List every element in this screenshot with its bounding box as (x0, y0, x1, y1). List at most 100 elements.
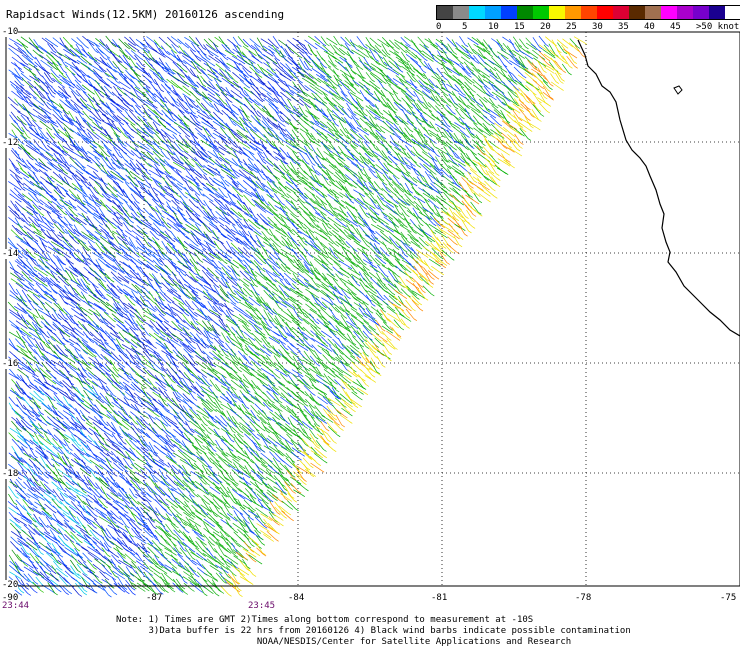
wind-barb-flag (260, 82, 265, 86)
wind-barb (429, 186, 439, 193)
wind-barb (328, 102, 336, 110)
wind-barb (286, 134, 294, 142)
wind-barb (101, 126, 108, 135)
wind-barb-flag (330, 193, 334, 196)
wind-barb-flag (17, 76, 21, 79)
wind-barb (112, 115, 122, 124)
wind-barb (322, 44, 332, 53)
wind-barb-flag (36, 80, 41, 83)
wind-barb (485, 92, 494, 99)
wind-barb-flag (210, 199, 214, 202)
wind-barb-flag (83, 90, 87, 94)
wind-barb (76, 84, 84, 92)
wind-barb (327, 78, 334, 87)
wind-barb-flag (131, 76, 135, 80)
wind-barb-flag (93, 131, 97, 135)
wind-barb (238, 74, 249, 83)
wind-barb-flag (85, 46, 89, 49)
wind-barb-flag (497, 178, 501, 181)
wind-barb (436, 116, 444, 126)
wind-barb-flag (398, 64, 402, 68)
wind-barb (395, 75, 404, 82)
wind-barb (134, 54, 143, 66)
wind-barb (423, 60, 431, 70)
wind-barb-flag (533, 67, 537, 71)
wind-barb (460, 152, 467, 163)
wind-barb-flag (245, 138, 250, 141)
wind-barb (485, 158, 493, 166)
wind-barb-flag (45, 139, 49, 142)
wind-barb-flag (18, 197, 23, 200)
wind-barb-flag (482, 91, 486, 94)
wind-barb (171, 43, 178, 52)
wind-barb (128, 115, 137, 124)
wind-barb (269, 49, 278, 60)
wind-barb (277, 78, 286, 86)
wind-barb-flag (25, 175, 30, 179)
wind-barb-flag (383, 156, 387, 159)
wind-barb (476, 186, 488, 195)
wind-barb-flag (120, 180, 124, 183)
wind-barb-flag (323, 202, 328, 206)
wind-barb (319, 62, 327, 74)
wind-barb (249, 78, 256, 87)
wind-barb-flag (469, 127, 474, 130)
wind-barb (295, 120, 306, 130)
wind-barb (356, 180, 365, 188)
wind-barb-flag (366, 161, 370, 165)
wind-barb (178, 109, 187, 119)
wind-barb-flag (359, 137, 363, 140)
wind-barb-flag (20, 131, 24, 135)
wind-barb-flag (137, 119, 141, 122)
wind-barb (20, 114, 30, 125)
wind-barb-flag (29, 104, 33, 107)
wind-barb (201, 117, 210, 125)
wind-barb-flag (454, 106, 459, 110)
wind-barb-flag (365, 147, 369, 151)
wind-barb-flag (501, 136, 505, 139)
wind-barb-flag (438, 168, 442, 172)
wind-barb (368, 192, 376, 201)
wind-barb-flag (15, 167, 19, 170)
wind-barb-flag (208, 155, 212, 159)
wind-barb-flag (79, 147, 83, 151)
wind-barb (155, 115, 164, 126)
wind-barb (332, 152, 343, 160)
wind-barb (122, 87, 133, 95)
wind-barb (17, 111, 27, 117)
wind-barb (23, 139, 34, 149)
wind-barb-flag (341, 52, 345, 56)
wind-barb-flag (364, 46, 368, 49)
wind-barb (425, 158, 436, 168)
wind-barb (298, 205, 308, 215)
wind-barb (527, 121, 538, 129)
wind-barb (291, 60, 299, 69)
wind-barb (320, 36, 327, 45)
wind-barb (232, 104, 242, 111)
wind-barb (405, 102, 413, 112)
wind-barb (310, 198, 320, 207)
wind-barb-flag (292, 71, 296, 75)
wind-barb-flag (142, 157, 147, 161)
wind-barb-flag (48, 116, 52, 119)
wind-barb-flag (531, 115, 535, 118)
wind-barb (74, 162, 83, 170)
wind-barb (359, 152, 367, 163)
wind-barb (454, 84, 463, 94)
wind-barb (100, 132, 111, 141)
wind-barb (374, 87, 383, 96)
wind-barb (232, 36, 239, 45)
wind-barb (418, 141, 428, 149)
wind-barb (26, 110, 34, 120)
wind-barb (212, 120, 223, 128)
wind-barb (488, 81, 495, 90)
wind-barb-flag (309, 148, 314, 152)
wind-barb (296, 137, 305, 145)
wind-barb (399, 103, 409, 113)
wind-barb-flag (351, 76, 355, 79)
wind-barb (421, 90, 432, 100)
wind-barb (218, 50, 226, 59)
wind-barb-flag (375, 148, 379, 151)
wind-barb (386, 102, 394, 112)
wind-barb-flag (478, 175, 482, 179)
